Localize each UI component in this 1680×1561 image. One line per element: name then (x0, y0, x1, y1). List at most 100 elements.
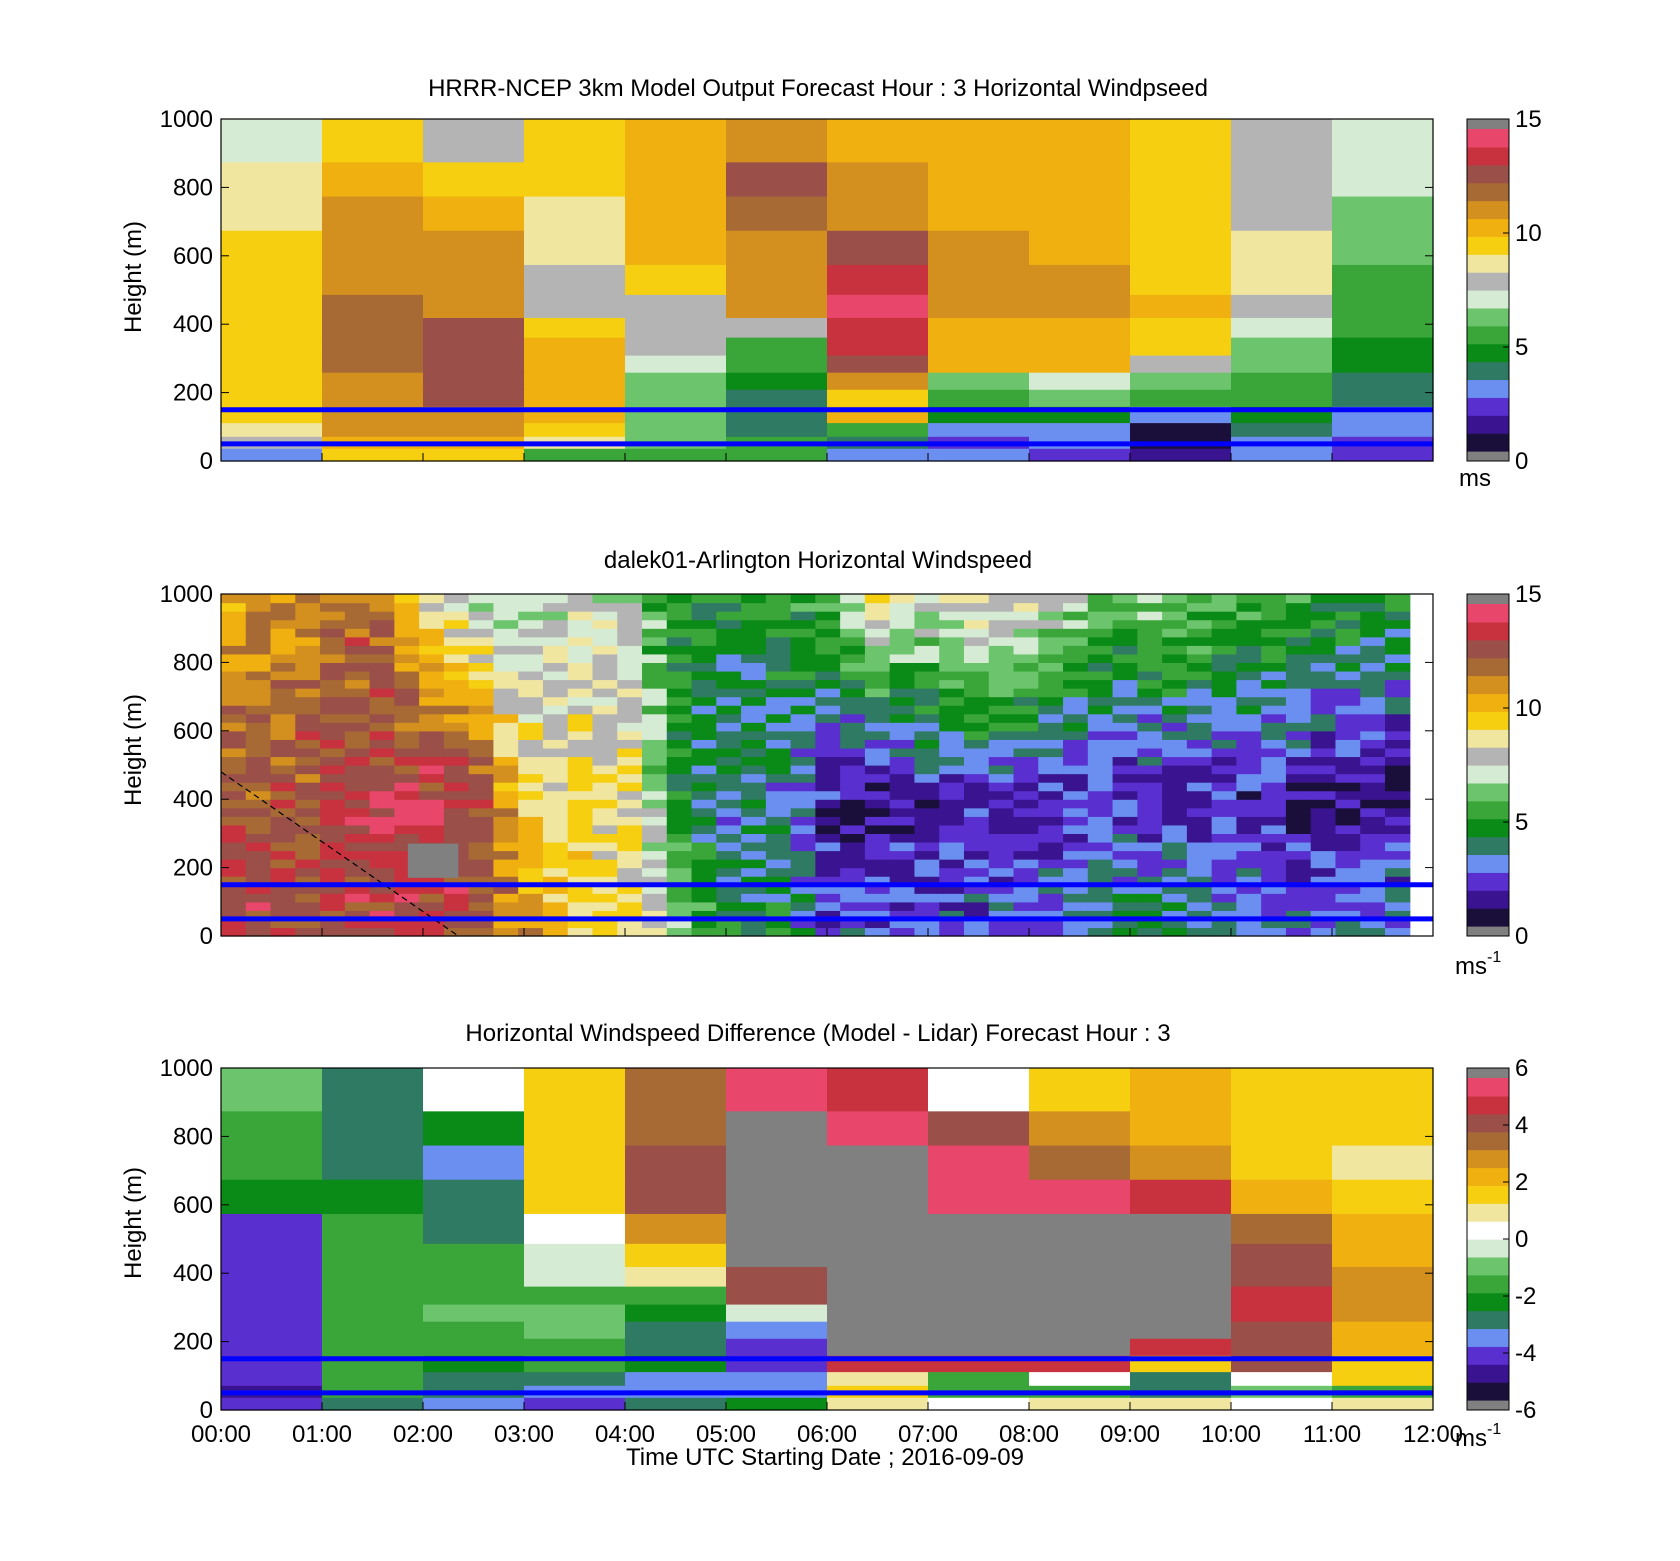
lidar-cell (344, 594, 371, 604)
lidar-cell (1335, 645, 1361, 655)
lidar-cell (394, 611, 420, 621)
lidar-cell (889, 713, 916, 723)
lidar-cell (394, 824, 420, 834)
heat-cell (423, 1371, 525, 1386)
lidar-cell (1038, 799, 1064, 809)
lidar-cell (518, 884, 544, 894)
lidar-cell (1186, 867, 1213, 877)
lidar-cell (840, 705, 866, 715)
lidar-cell (1112, 713, 1138, 723)
heat-cell (221, 1338, 323, 1356)
heat-cell (1231, 1321, 1333, 1339)
lidar-cell (765, 841, 792, 852)
lidar-cell (1186, 739, 1213, 749)
lidar-cell (592, 782, 618, 792)
lidar-cell (691, 910, 717, 920)
lidar-cell (468, 807, 495, 817)
lidar-cell (1013, 636, 1039, 646)
lidar-cell (344, 756, 371, 766)
lidar-cell (666, 662, 693, 672)
lidar-cell (320, 713, 346, 723)
lidar-cell (1310, 850, 1337, 860)
lidar-cell (1162, 859, 1188, 869)
lidar-cell (864, 619, 891, 629)
lidar-cell (741, 636, 767, 646)
lidar-cell (394, 867, 420, 877)
lidar-cell (567, 653, 594, 663)
heat-cell (1130, 1397, 1232, 1411)
lidar-cell (1013, 713, 1039, 723)
lidar-cell (419, 653, 445, 663)
lidar-cell (963, 910, 990, 920)
lidar-cell (270, 602, 296, 612)
lidar-cell (1063, 653, 1089, 663)
lidar-cell (1162, 799, 1188, 809)
lidar-cell (493, 628, 519, 638)
lidar-cell (963, 713, 990, 723)
lidar-cell (1385, 782, 1411, 792)
heat-cell (1029, 1397, 1131, 1411)
lidar-cell (369, 927, 395, 937)
lidar-dashed-line (220, 771, 459, 937)
lidar-cell (864, 628, 891, 638)
heat-cell (928, 1371, 1030, 1386)
heat-cell (827, 1068, 929, 1112)
y-tick-label: 800 (173, 174, 213, 201)
heat-cell (625, 1321, 727, 1339)
lidar-cell (320, 722, 346, 732)
lidar-cell (320, 688, 346, 698)
heat-cell (524, 195, 626, 231)
lidar-cell (1261, 765, 1287, 775)
lidar-cell (1360, 756, 1386, 766)
lidar-cell (1112, 824, 1138, 834)
lidar-cell (567, 782, 594, 792)
lidar-cell (815, 910, 841, 920)
heat-cell (1332, 1321, 1434, 1339)
lidar-cell (741, 790, 767, 800)
lidar-cell (320, 876, 346, 886)
lidar-cell (320, 790, 346, 800)
lidar-cell (1186, 773, 1213, 783)
lidar-cell (245, 867, 272, 877)
lidar-cell (1186, 602, 1213, 612)
lidar-cell (988, 816, 1015, 826)
lidar-cell (1137, 730, 1163, 740)
lidar-cell (1186, 653, 1213, 663)
lidar-cell (221, 696, 247, 706)
lidar-cell (642, 747, 668, 758)
lidar-cell (815, 653, 841, 663)
lidar-cell (245, 773, 272, 783)
lidar-cell (1186, 722, 1213, 732)
heat-cell (1029, 354, 1131, 373)
lidar-cell (1310, 876, 1337, 886)
lidar-cell (1162, 816, 1188, 826)
lidar-cell (518, 867, 544, 877)
lidar-cell (1211, 679, 1238, 689)
lidar-cell (1162, 628, 1188, 638)
heat-cell (726, 1371, 828, 1386)
lidar-cell (1162, 927, 1188, 937)
lidar-cell (963, 927, 990, 937)
lidar-cell (716, 765, 742, 775)
lidar-cell (1335, 670, 1361, 681)
lidar-cell (939, 645, 965, 655)
lidar-cell (1137, 611, 1163, 621)
lidar-cell (963, 747, 990, 758)
lidar-cell (592, 876, 618, 886)
lidar-cell (518, 636, 544, 646)
lidar-cell (716, 893, 742, 903)
lidar-cell (666, 884, 693, 894)
heat-cell (625, 230, 727, 265)
lidar-cell (270, 893, 296, 903)
heat-cell (928, 1068, 1030, 1112)
lidar-cell (295, 722, 321, 732)
heat-cell (1029, 161, 1131, 197)
lidar-missing-block (407, 843, 459, 878)
lidar-cell (369, 850, 395, 860)
lidar-cell (493, 705, 519, 715)
lidar-cell (245, 850, 272, 860)
lidar-cell (468, 918, 495, 929)
heat-cell (1029, 317, 1131, 338)
lidar-cell (1162, 773, 1188, 783)
lidar-cell (1087, 602, 1114, 612)
